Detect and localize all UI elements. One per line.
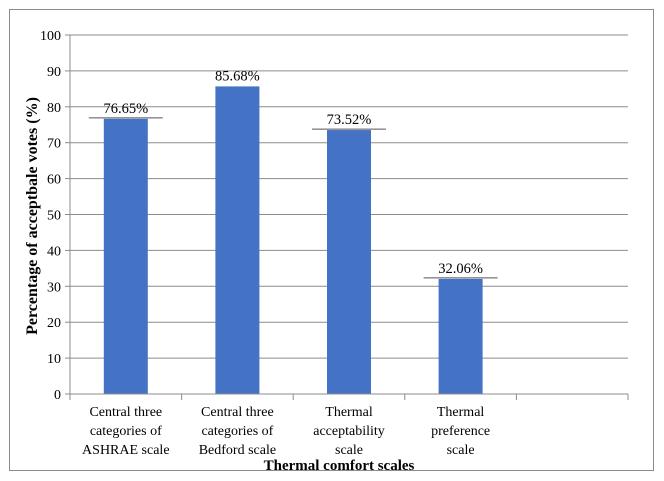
y-tick-label-70: 70 — [47, 137, 61, 152]
category-label-0-line-2: ASHRAE scale — [82, 443, 170, 458]
data-label-2: 73.52% — [327, 112, 372, 128]
y-tick-label-10: 10 — [47, 352, 61, 367]
data-label-0: 76.65% — [103, 101, 148, 117]
category-label-3-line-2: scale — [447, 443, 475, 458]
category-label-1-line-0: Central three — [201, 405, 274, 420]
y-tick-label-100: 100 — [40, 29, 61, 44]
y-tick-label-50: 50 — [47, 209, 61, 224]
category-label-3-line-1: preference — [431, 424, 490, 439]
y-tick-label-80: 80 — [47, 101, 61, 116]
category-label-2-line-0: Thermal — [325, 405, 373, 420]
category-label-1-line-1: categories of — [201, 424, 273, 439]
x-axis-title: Thermal comfort scales — [264, 458, 415, 474]
y-tick-label-20: 20 — [47, 316, 61, 331]
bars — [104, 86, 483, 394]
category-label-0-line-1: categories of — [90, 424, 162, 439]
bar-2 — [327, 130, 371, 394]
y-tick-label-90: 90 — [47, 65, 61, 80]
y-tick-label-0: 0 — [54, 388, 61, 403]
y-tick-label-60: 60 — [47, 173, 61, 188]
bar-3 — [439, 279, 483, 394]
category-label-2-line-1: acceptability — [313, 424, 385, 439]
bar-1 — [215, 86, 259, 394]
y-tick-label-30: 30 — [47, 280, 61, 295]
data-label-3: 32.06% — [438, 261, 483, 277]
data-label-1: 85.68% — [215, 68, 260, 84]
category-label-0-line-0: Central three — [89, 405, 162, 420]
y-tick-label-40: 40 — [47, 244, 61, 259]
category-label-3-line-0: Thermal — [437, 405, 485, 420]
y-axis-title: Percentage of acceptbale votes (%) — [24, 97, 41, 335]
category-label-2-line-2: scale — [335, 443, 363, 458]
category-label-1-line-2: Bedford scale — [199, 443, 276, 458]
bar-0 — [104, 119, 148, 394]
